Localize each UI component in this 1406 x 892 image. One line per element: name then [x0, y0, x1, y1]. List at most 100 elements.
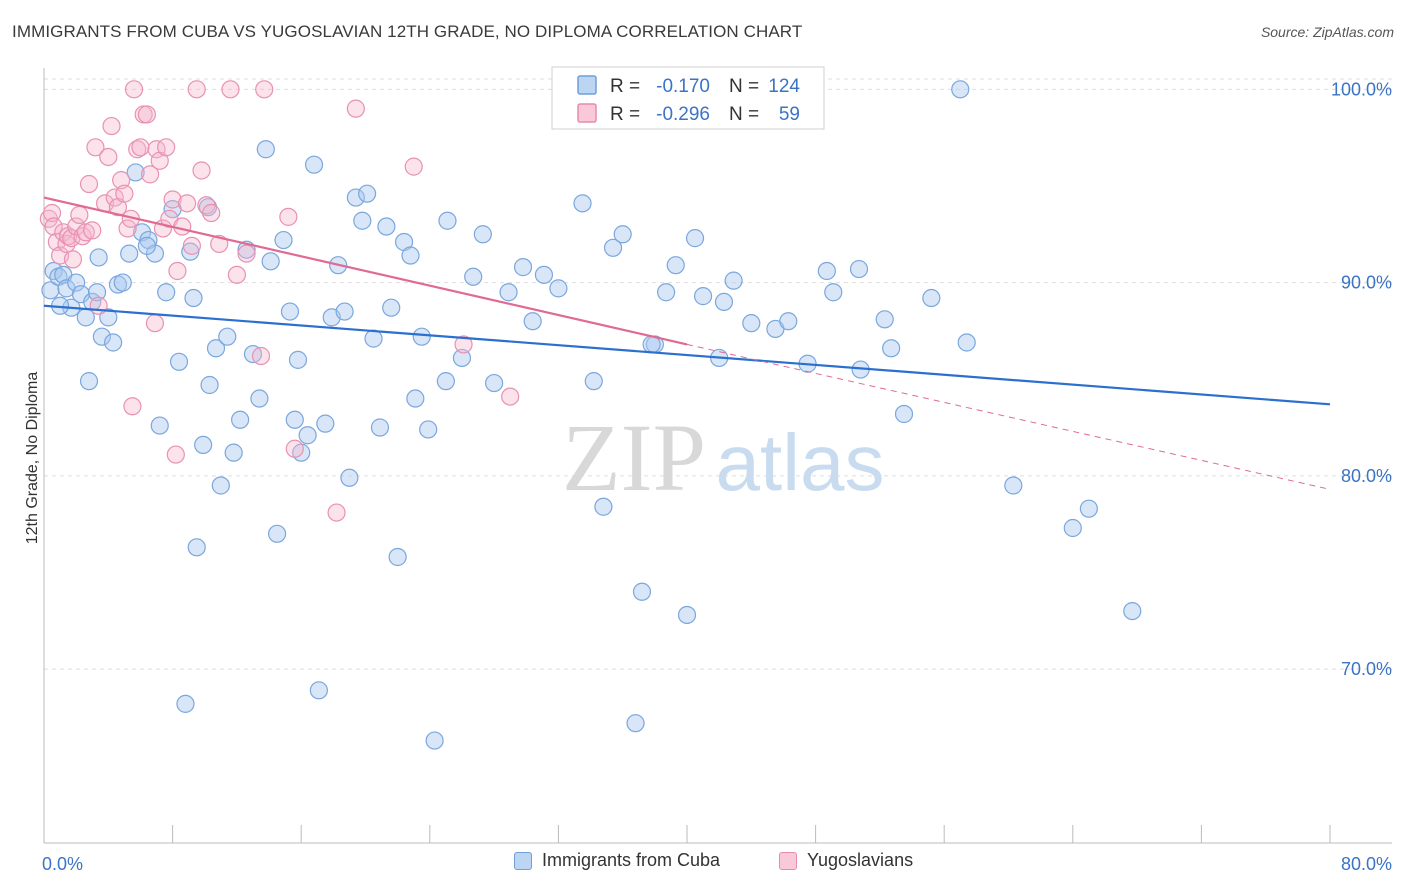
point-cuba: [657, 283, 676, 302]
point-cuba: [412, 327, 431, 346]
correlation-legend: R = -0.170 N = 124 R = -0.296 N = 59: [551, 66, 825, 130]
point-cuba: [499, 283, 518, 302]
point-yugoslavian: [168, 261, 187, 281]
point-yugoslavian: [279, 207, 298, 226]
point-cuba: [779, 312, 798, 331]
point-yugoslavian: [118, 219, 137, 238]
data-points: [39, 80, 1142, 750]
point-yugoslavian: [83, 221, 102, 240]
point-cuba: [594, 497, 613, 516]
point-cuba: [632, 582, 652, 601]
point-yugoslavian: [140, 165, 160, 184]
point-yugoslavian: [99, 147, 118, 167]
y-axis-label: 12th Grade, No Diploma: [24, 372, 41, 545]
y-tick-label: 70.0%: [1341, 659, 1392, 679]
point-cuba: [92, 327, 111, 346]
point-cuba: [41, 281, 60, 300]
point-yugoslavian: [255, 80, 274, 99]
point-cuba: [126, 163, 145, 182]
point-yugoslavian: [163, 190, 182, 209]
point-cuba: [316, 414, 335, 433]
point-cuba: [951, 80, 970, 99]
point-yugoslavian: [327, 503, 346, 522]
point-cuba: [666, 256, 685, 275]
point-cuba: [388, 547, 407, 567]
point-cuba: [113, 273, 132, 292]
point-yugoslavian: [251, 346, 271, 366]
y-tick-label: 90.0%: [1341, 273, 1392, 293]
point-cuba: [211, 476, 230, 495]
chart-title: IMMIGRANTS FROM CUBA VS YUGOSLAVIAN 12TH…: [12, 22, 803, 41]
legend-n-value: 59: [779, 104, 800, 125]
legend-r-label: R =: [610, 76, 640, 97]
point-cuba: [425, 731, 444, 750]
watermark: ZIP atlas: [562, 404, 884, 511]
point-cuba: [523, 312, 542, 331]
point-cuba: [438, 211, 457, 230]
point-cuba: [485, 373, 504, 393]
point-yugoslavian: [187, 80, 206, 99]
y-tick-label: 100.0%: [1331, 79, 1392, 99]
point-cuba: [309, 681, 328, 700]
point-cuba: [436, 372, 455, 391]
point-cuba: [150, 416, 169, 435]
trend-line-cuba: [43, 304, 1331, 406]
point-yugoslavian: [285, 439, 304, 458]
point-cuba: [99, 308, 118, 327]
point-yugoslavian: [44, 217, 63, 236]
point-cuba: [120, 244, 139, 263]
point-cuba: [419, 420, 438, 439]
point-yugoslavian: [102, 116, 121, 136]
legend-label-cuba: Immigrants from Cuba: [542, 850, 721, 870]
point-yugoslavian: [63, 250, 83, 269]
legend-r-value: -0.170: [656, 76, 710, 97]
point-cuba: [452, 348, 472, 368]
point-yugoslavian: [182, 236, 201, 255]
point-cuba: [742, 314, 761, 333]
point-cuba: [218, 327, 237, 346]
source-credit: Source: ZipAtlas.com: [1260, 24, 1394, 40]
trend-lines: [43, 196, 1331, 490]
watermark-zip: ZIP: [562, 404, 706, 511]
point-cuba: [573, 194, 592, 213]
legend-box: [551, 66, 825, 130]
point-yugoslavian: [177, 194, 197, 213]
point-yugoslavian: [123, 397, 142, 416]
point-cuba: [89, 248, 108, 267]
point-cuba: [534, 265, 554, 284]
point-yugoslavian: [105, 188, 124, 207]
point-yugoslavian: [202, 203, 221, 223]
point-cuba: [157, 283, 176, 302]
point-cuba: [401, 246, 420, 265]
legend-item-cuba[interactable]: Immigrants from Cuba: [514, 850, 720, 871]
point-cuba: [464, 267, 483, 286]
point-yugoslavian: [404, 157, 423, 176]
point-cuba: [358, 184, 377, 203]
y-tick-label: 80.0%: [1341, 466, 1392, 486]
x-tick-label-max: 80.0%: [1341, 854, 1392, 874]
legend-n-label: N =: [729, 104, 759, 125]
point-cuba: [231, 410, 250, 429]
point-cuba: [364, 329, 383, 348]
legend-n-label: N =: [729, 76, 759, 97]
point-cuba: [1004, 476, 1023, 495]
point-yugoslavian: [166, 445, 185, 464]
point-cuba: [285, 410, 304, 429]
point-cuba: [1063, 518, 1082, 538]
grid: [44, 78, 1392, 670]
point-cuba: [187, 538, 206, 557]
axes: 70.0% 80.0% 90.0% 100.0% 0.0% 80.0%: [42, 68, 1392, 874]
point-cuba: [280, 302, 300, 321]
point-cuba: [957, 333, 976, 352]
point-cuba: [206, 339, 226, 358]
point-cuba: [194, 435, 213, 455]
legend-r-label: R =: [610, 104, 640, 125]
point-yugoslavian: [501, 387, 520, 406]
point-cuba: [714, 292, 734, 311]
point-cuba: [406, 389, 425, 408]
point-cuba: [824, 283, 843, 302]
legend-r-value: -0.296: [656, 104, 710, 125]
legend-item-yugoslavians[interactable]: Yugoslavians: [779, 850, 913, 871]
point-cuba: [377, 217, 396, 236]
